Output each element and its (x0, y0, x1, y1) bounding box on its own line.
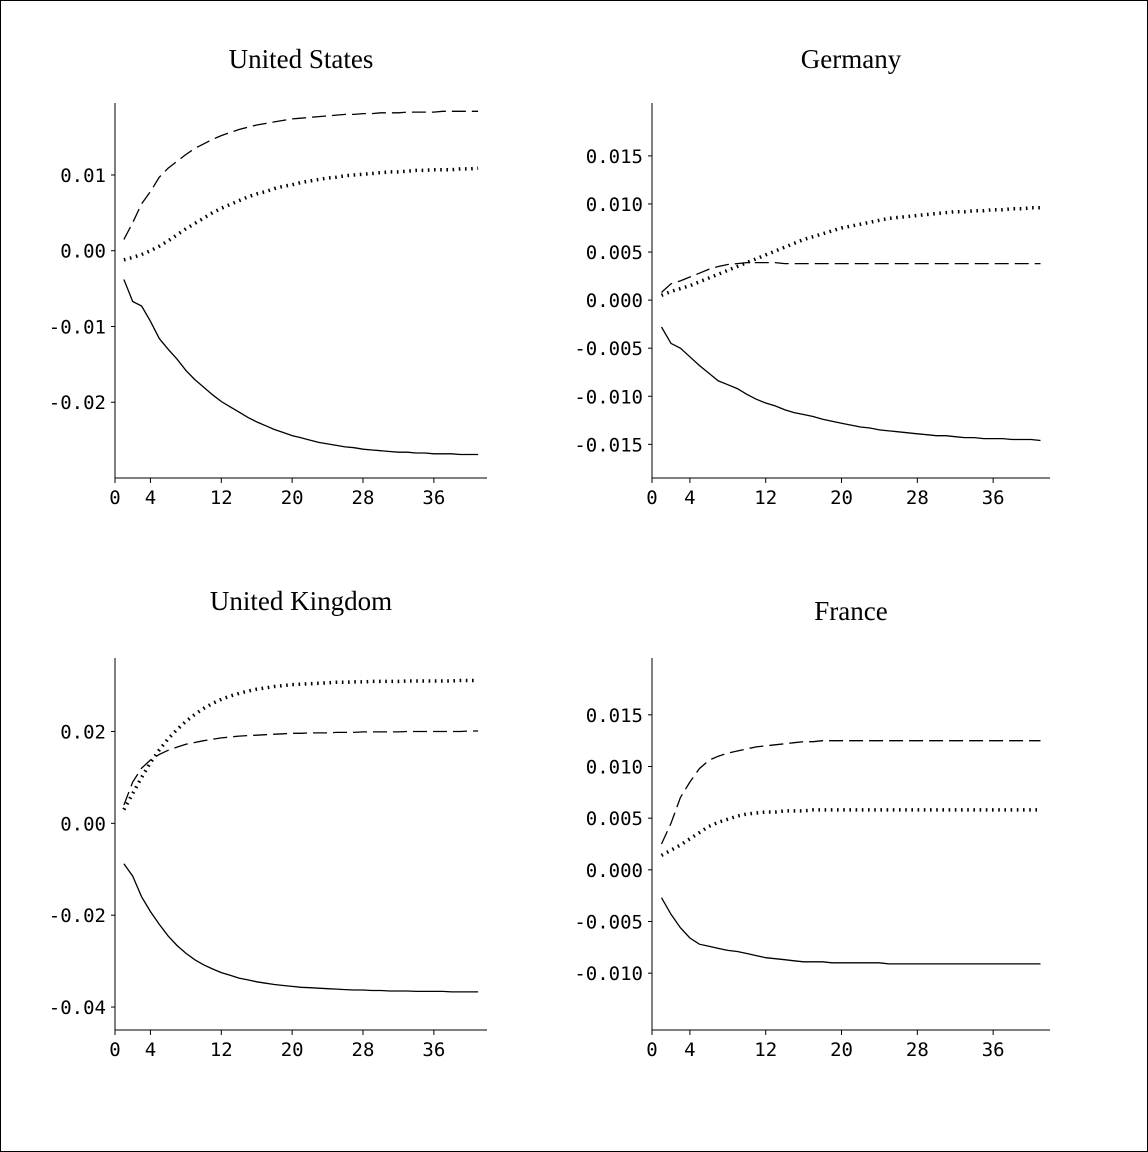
y-tick-label: 0.02 (60, 721, 106, 743)
x-tick-label: 36 (422, 1039, 445, 1061)
x-tick-label: 4 (684, 487, 695, 509)
series-line-solid (660, 326, 1041, 442)
y-tick-label: 0.010 (586, 757, 643, 779)
y-tick-label: 0.010 (586, 194, 643, 216)
x-tick-label: 36 (982, 487, 1005, 509)
series-line-dashed (660, 740, 1041, 845)
x-tick-label: 4 (145, 487, 156, 509)
x-tick-label: 12 (754, 1039, 777, 1061)
x-tick-label: 4 (145, 1039, 156, 1061)
chart-panel-3: United Kingdom 0.02 0.00 -0.02 -0.040 4 12 20 28… (49, 586, 487, 1061)
y-tick-label: 0.015 (586, 146, 643, 168)
y-tick-label: -0.005 (574, 338, 643, 360)
y-tick-label: -0.04 (49, 997, 106, 1019)
y-tick-label: 0.000 (586, 860, 643, 882)
y-tick-label: 0.00 (60, 813, 106, 835)
series-line-dashed (123, 730, 479, 806)
chart-panel-4: France 0.015 0.010 0.005 0.000 -0.005 -0.010 0 4… (574, 596, 1050, 1061)
x-tick-label: 0 (109, 487, 120, 509)
series-line-solid (123, 863, 479, 993)
series-line-dotted (660, 206, 1041, 297)
series-line-dotted (123, 166, 479, 262)
y-tick-label: -0.02 (49, 392, 106, 414)
y-tick-label: -0.01 (49, 316, 106, 338)
x-tick-label: 28 (352, 487, 375, 509)
x-tick-label: 28 (352, 1039, 375, 1061)
x-tick-label: 36 (982, 1039, 1005, 1061)
chart-panel-2: Germany 0.015 0.010 0.005 0.000 -0.005 -0.010 -… (574, 44, 1050, 509)
x-tick-label: 0 (646, 1039, 657, 1061)
chart-title: United States (229, 44, 374, 74)
x-tick-label: 20 (830, 487, 853, 509)
y-tick-label: -0.015 (574, 434, 643, 456)
series-line-solid (660, 897, 1041, 965)
x-tick-label: 20 (281, 487, 304, 509)
x-tick-label: 0 (109, 1039, 120, 1061)
y-tick-label: 0.005 (586, 242, 643, 264)
y-tick-label: -0.005 (574, 912, 643, 934)
y-tick-label: 0.000 (586, 290, 643, 312)
y-tick-label: -0.010 (574, 963, 643, 985)
y-tick-label: -0.02 (49, 905, 106, 927)
x-tick-label: 0 (646, 487, 657, 509)
x-tick-label: 20 (281, 1039, 304, 1061)
x-tick-label: 4 (684, 1039, 695, 1061)
x-tick-label: 12 (210, 487, 233, 509)
chart-panel-1: United States 0.01 0.00 -0.01 -0.02 0 4 12 20 28 3… (49, 44, 487, 509)
series-line-dotted (122, 678, 479, 811)
y-tick-label: 0.00 (60, 241, 106, 263)
panels: United States 0.01 0.00 -0.01 -0.02 0 4 12 20 28 3… (49, 44, 1050, 1061)
x-tick-label: 12 (754, 487, 777, 509)
x-tick-label: 36 (422, 487, 445, 509)
series-line-dashed (123, 110, 479, 240)
chart-title: United Kingdom (210, 586, 392, 616)
series-line-dashed (661, 261, 1041, 293)
x-tick-label: 28 (906, 1039, 929, 1061)
y-tick-label: -0.010 (574, 386, 643, 408)
y-tick-label: 0.015 (586, 705, 643, 727)
y-tick-label: 0.01 (60, 165, 106, 187)
x-tick-label: 12 (210, 1039, 233, 1061)
series-line-dotted (660, 808, 1041, 857)
x-tick-label: 28 (906, 487, 929, 509)
chart-title: Germany (801, 44, 902, 74)
series-line-solid (123, 279, 479, 456)
y-tick-label: 0.005 (586, 808, 643, 830)
x-tick-label: 20 (830, 1039, 853, 1061)
chart-title: France (814, 596, 887, 626)
